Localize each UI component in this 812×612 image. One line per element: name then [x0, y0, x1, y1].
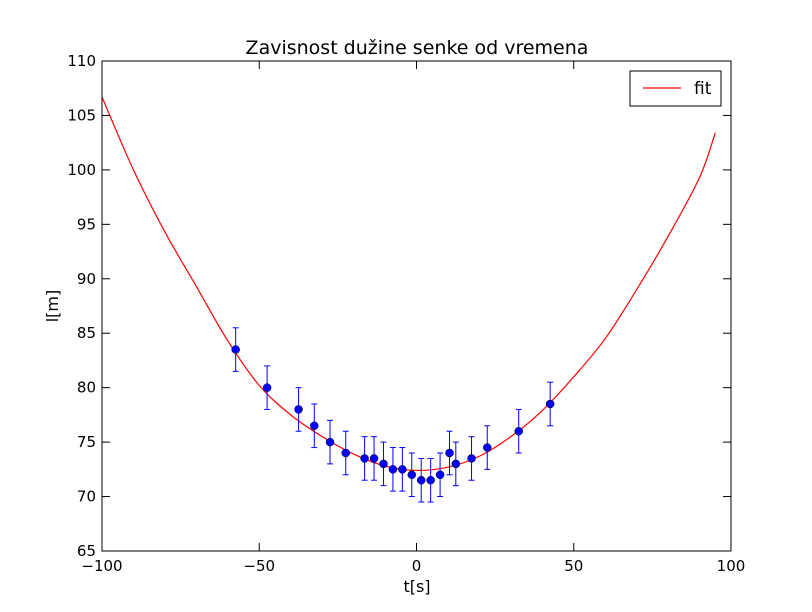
plot-content: [102, 96, 716, 503]
y-tick-label: 65: [77, 542, 96, 560]
data-point: [467, 454, 476, 463]
x-tick-label: −100: [81, 557, 122, 575]
fit-line: [102, 96, 716, 472]
x-tick-label: 50: [564, 557, 583, 575]
data-point: [426, 475, 435, 485]
data-point: [398, 465, 407, 474]
y-axis: 65 70 75 80 85 90 95 100 105 110: [67, 52, 731, 560]
data-point: [451, 459, 461, 469]
data-point: [341, 448, 350, 458]
data-point: [388, 465, 398, 474]
y-tick-label: 80: [77, 379, 96, 397]
chart-title: Zavisnost dužine senke od vremena: [246, 37, 589, 59]
data-point: [360, 454, 369, 463]
data-point: [325, 437, 335, 447]
y-tick-label: 90: [77, 270, 96, 288]
data-point: [416, 475, 426, 485]
data-point: [294, 405, 303, 414]
x-axis: −100 −50 0 50 100: [81, 61, 745, 575]
data-point: [483, 443, 492, 452]
x-tick-label: −50: [243, 557, 275, 575]
data-point: [231, 345, 240, 354]
data-point: [514, 426, 523, 436]
x-tick-label: 100: [717, 557, 746, 575]
x-tick-label: 0: [412, 557, 422, 575]
data-point: [407, 470, 417, 480]
axes-frame: [101, 60, 732, 552]
data-point: [445, 448, 454, 458]
data-point: [369, 454, 379, 463]
y-tick-label: 110: [67, 52, 96, 70]
y-tick-label: 85: [77, 324, 96, 342]
y-tick-label: 70: [77, 488, 96, 506]
x-axis-label: t[s]: [403, 577, 430, 596]
y-tick-label: 105: [67, 106, 96, 124]
data-point: [379, 459, 388, 469]
data-point: [310, 421, 319, 431]
data-point: [435, 470, 445, 480]
y-tick-label: 95: [77, 215, 96, 233]
plot-area: [102, 96, 716, 503]
data-point: [262, 383, 272, 392]
y-tick-label: 100: [67, 161, 96, 179]
y-axis-label: l[m]: [43, 290, 62, 323]
data-point: [545, 399, 555, 409]
y-tick-label: 75: [77, 433, 96, 451]
legend: fit: [629, 70, 722, 107]
legend-label-fit: fit: [694, 79, 712, 99]
